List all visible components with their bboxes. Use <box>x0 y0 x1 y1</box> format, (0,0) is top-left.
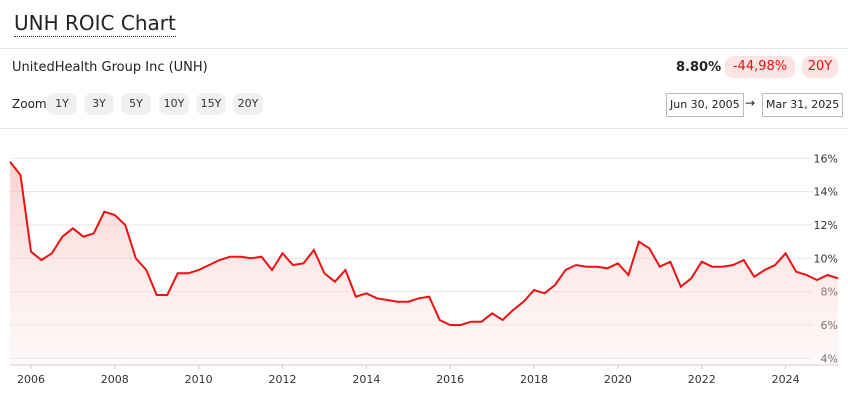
divider <box>0 48 848 49</box>
x-tick-label: 2018 <box>520 373 548 386</box>
zoom-button[interactable]: 15Y <box>196 93 226 115</box>
x-tick-label: 2006 <box>17 373 45 386</box>
area-fill <box>10 161 838 365</box>
current-value: 8.80% <box>676 60 722 75</box>
y-tick-label: 10% <box>814 252 838 265</box>
x-tick-label: 2024 <box>772 373 800 386</box>
y-tick-label: 16% <box>814 152 838 165</box>
zoom-button[interactable]: 10Y <box>159 93 189 115</box>
zoom-button[interactable]: 3Y <box>84 93 114 115</box>
zoom-button[interactable]: 1Y <box>47 93 77 115</box>
x-tick-label: 2010 <box>185 373 213 386</box>
line <box>9 161 839 326</box>
end-date[interactable]: Mar 31, 2025 <box>762 93 844 117</box>
company-name: UnitedHealth Group Inc (UNH) <box>12 60 208 75</box>
date-arrow: → <box>745 96 756 110</box>
title: UNH ROIC Chart <box>14 11 176 37</box>
start-date[interactable]: Jun 30, 2005 <box>666 93 744 117</box>
x-tick-label: 2016 <box>436 373 464 386</box>
x-tick-label: 2008 <box>101 373 129 386</box>
zoom-button[interactable]: 20Y <box>233 93 263 115</box>
zoom-button[interactable]: 5Y <box>121 93 151 115</box>
zoom-label: Zoom <box>12 97 47 111</box>
period-pill: 20Y <box>802 56 838 78</box>
x-tick-label: 2022 <box>688 373 716 386</box>
y-tick-label: 14% <box>814 186 838 199</box>
x-tick-label: 2014 <box>352 373 380 386</box>
change-pill: -44,98% <box>725 56 795 78</box>
y-tick-label: 12% <box>814 219 838 232</box>
x-tick-label: 2012 <box>269 373 297 386</box>
divider <box>0 128 848 129</box>
x-tick-label: 2020 <box>604 373 632 386</box>
